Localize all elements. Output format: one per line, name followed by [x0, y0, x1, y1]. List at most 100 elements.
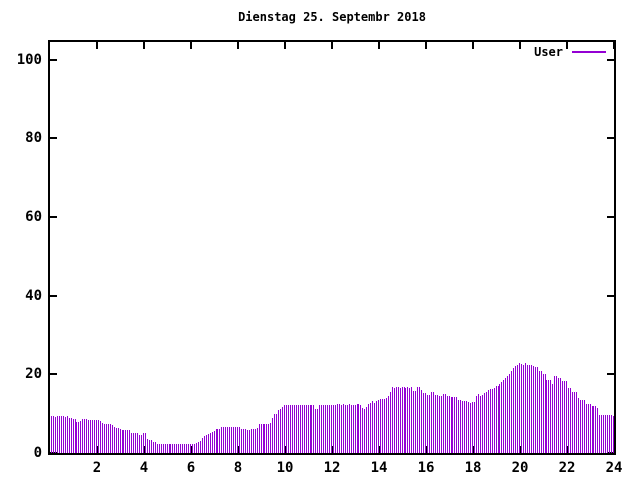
bar	[492, 389, 493, 453]
bar	[94, 420, 95, 453]
bar	[431, 392, 432, 453]
bar	[67, 416, 68, 453]
bar	[435, 395, 436, 453]
bar	[533, 366, 534, 453]
bar	[368, 404, 369, 453]
bar	[568, 388, 569, 453]
bar	[566, 381, 567, 453]
x-tick	[96, 446, 98, 453]
bar	[576, 392, 577, 453]
bar	[102, 423, 103, 453]
bar	[570, 388, 571, 453]
bar	[366, 407, 367, 453]
bar	[558, 378, 559, 453]
bar	[556, 376, 557, 453]
bar	[486, 392, 487, 453]
y-tick-label: 40	[25, 287, 42, 304]
bar	[182, 444, 183, 453]
bar	[137, 433, 138, 453]
bar	[306, 405, 307, 453]
bar	[227, 427, 228, 453]
bar	[509, 374, 510, 453]
bar	[339, 404, 340, 453]
bar	[529, 365, 530, 453]
chart-title: Dienstag 25. Septembr 2018	[238, 10, 426, 24]
y-tick	[50, 59, 57, 61]
bar	[578, 398, 579, 453]
x-tick-label: 16	[417, 460, 435, 476]
bar	[572, 392, 573, 453]
bar	[513, 368, 514, 453]
bar	[562, 381, 563, 453]
bar	[488, 390, 489, 453]
bar	[310, 405, 311, 453]
bar	[394, 388, 395, 453]
bar	[75, 419, 76, 453]
bar	[331, 405, 332, 453]
bar	[396, 387, 397, 453]
bar	[580, 400, 581, 453]
bar	[98, 420, 99, 453]
bar	[257, 428, 258, 453]
bar	[123, 430, 124, 453]
bar	[349, 404, 350, 453]
bar	[112, 425, 113, 453]
bar	[125, 430, 126, 453]
bar	[546, 380, 547, 453]
bar	[601, 415, 602, 453]
bar	[133, 433, 134, 453]
bar	[358, 404, 359, 453]
bar	[605, 415, 606, 453]
bar	[198, 442, 199, 453]
bar	[100, 421, 101, 453]
bar	[317, 409, 318, 453]
x-tick	[566, 446, 568, 453]
bar	[151, 440, 152, 453]
bar	[588, 404, 589, 453]
bar	[468, 402, 469, 453]
bar	[597, 408, 598, 453]
bar	[341, 405, 342, 453]
bar	[464, 401, 465, 453]
bar	[390, 392, 391, 453]
x-tick-label: 14	[370, 460, 388, 476]
bar	[204, 436, 205, 453]
bar	[439, 396, 440, 453]
bar	[441, 396, 442, 453]
bar	[200, 441, 201, 453]
bar	[288, 405, 289, 453]
bar	[554, 376, 555, 453]
bar	[496, 386, 497, 453]
bar	[525, 363, 526, 453]
bar	[161, 444, 162, 453]
bar	[145, 433, 146, 453]
bar	[427, 395, 428, 453]
bar	[172, 444, 173, 453]
bar	[535, 367, 536, 453]
bar	[343, 404, 344, 453]
x-tick-label: 8	[233, 460, 243, 476]
bar	[270, 423, 271, 453]
bar	[539, 371, 540, 453]
x-tick-label: 22	[558, 460, 576, 476]
x-tick	[143, 42, 145, 49]
bar	[231, 427, 232, 453]
bar	[141, 435, 142, 453]
bar	[531, 365, 532, 453]
bar	[607, 415, 608, 453]
bar	[139, 435, 140, 453]
bar	[186, 444, 187, 453]
x-tick	[378, 446, 380, 453]
y-tick-label: 20	[25, 366, 42, 383]
bar	[325, 405, 326, 453]
bar	[603, 415, 604, 453]
bar	[264, 424, 265, 453]
bar	[216, 429, 217, 453]
bar	[143, 433, 144, 453]
bar	[196, 443, 197, 453]
bar	[521, 364, 522, 453]
bar	[82, 419, 83, 453]
bar	[212, 432, 213, 453]
bar	[78, 422, 79, 453]
